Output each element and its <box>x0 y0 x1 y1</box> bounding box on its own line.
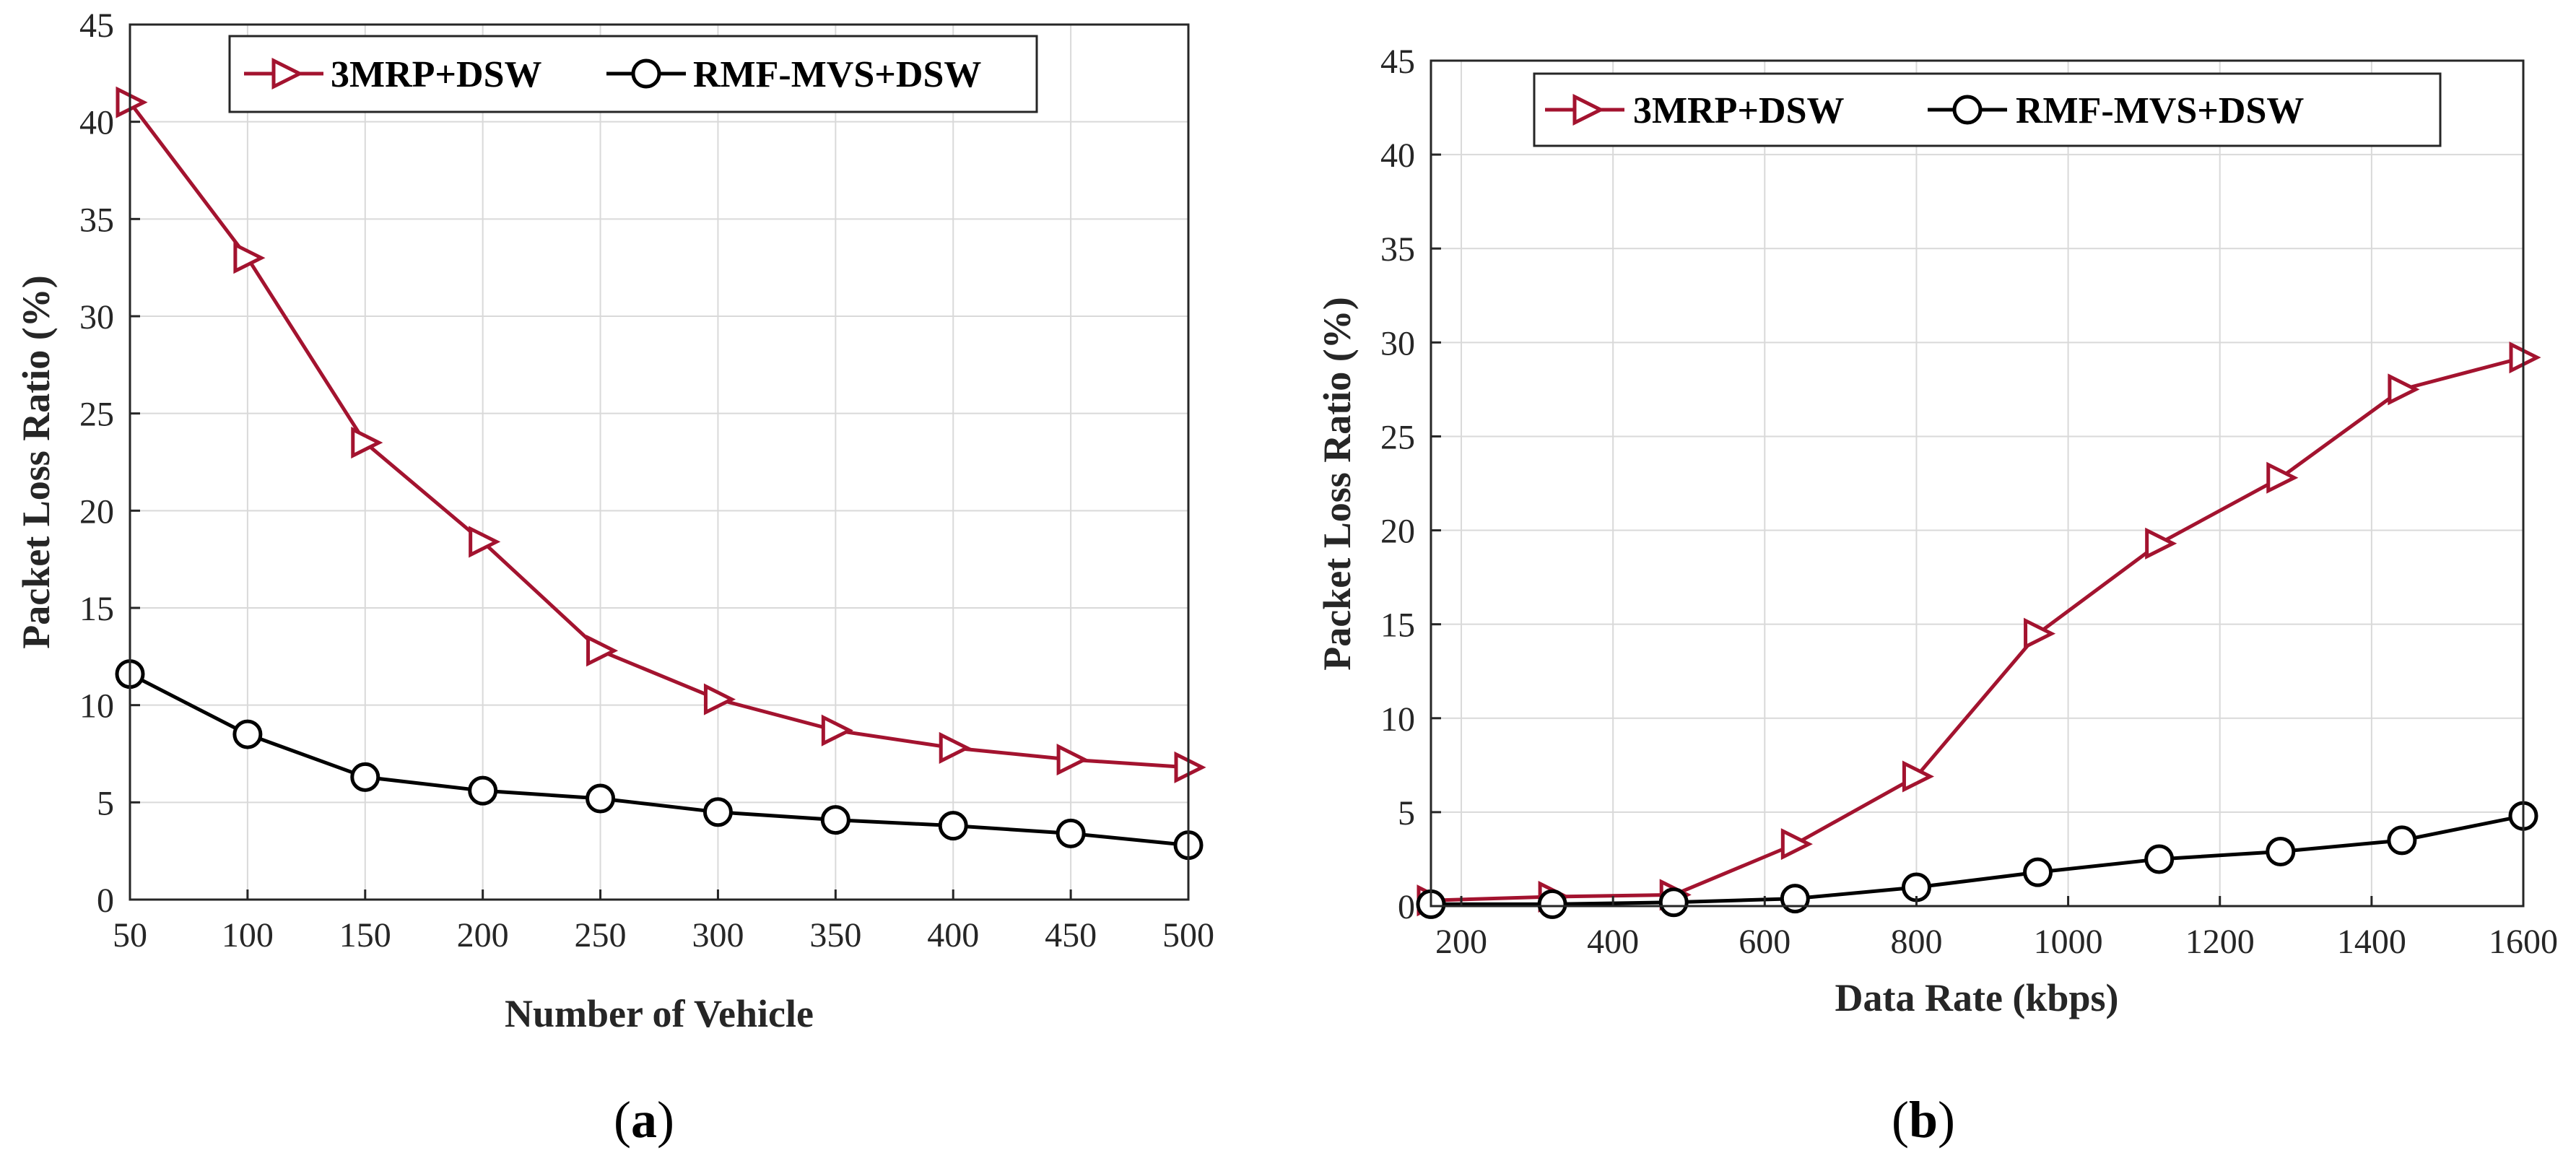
y-tick-label: 0 <box>97 882 114 920</box>
data-point-3mrp <box>2024 617 2056 650</box>
data-point-3mrp <box>1780 828 1813 861</box>
data-point-rmf <box>586 783 616 814</box>
chart-panel-a: 50 100 150 200 250 300 350 400 450 500 0 5 10 15 20 25 3… <box>14 6 1214 1149</box>
x-tick-label: 50 <box>113 916 147 954</box>
tick-labels-b: 200 400 600 800 1000 1200 1400 1600 0 5 10 15 20 25 30… <box>1380 43 2558 961</box>
series-line-3mrp <box>129 101 1189 770</box>
x-tick-label: 200 <box>457 916 509 954</box>
x-tick-label: 600 <box>1739 923 1790 961</box>
y-tick-label: 15 <box>79 590 114 628</box>
data-point-rmf <box>1537 889 1567 919</box>
y-tick-label: 40 <box>79 104 114 142</box>
y-tick-label: 0 <box>1398 888 1415 926</box>
y-tick-label: 30 <box>1380 324 1415 362</box>
chart-panel-b: 200 400 600 800 1000 1200 1400 1600 0 5 10 15 20 25 30… <box>1315 43 2558 1149</box>
data-point-3mrp <box>586 635 619 667</box>
legend-b: 3MRP+DSW RMF-MVS+DSW <box>1533 72 2442 147</box>
y-tick-label: 15 <box>1380 606 1415 645</box>
y-tick-label: 30 <box>79 298 114 336</box>
data-point-3mrp <box>939 731 971 764</box>
legend-label-3mrp-a: 3MRP+DSW <box>331 54 542 95</box>
legend-marker-rmf-b <box>1952 95 1983 125</box>
x-tick-label: 150 <box>339 916 391 954</box>
data-point-rmf <box>2266 837 2296 867</box>
data-point-3mrp <box>233 242 266 274</box>
tick-labels-a: 50 100 150 200 250 300 350 400 450 500 0 5 10 15 20 25 3… <box>79 6 1214 954</box>
y-tick-label: 5 <box>1398 794 1415 832</box>
data-point-rmf <box>1658 887 1689 918</box>
x-tick-label: 350 <box>809 916 861 954</box>
caption-b: (b) <box>1892 1091 1955 1149</box>
y-tick-label: 35 <box>1380 230 1415 269</box>
series-line-3mrp <box>1430 355 2524 902</box>
plot-area-b <box>1431 61 2523 906</box>
x-axis-title-b: Data Rate (kbps) <box>1835 976 2118 1019</box>
data-point-3mrp <box>703 683 736 715</box>
plot-area-a <box>130 25 1188 900</box>
y-tick-label: 25 <box>1380 418 1415 456</box>
x-tick-label: 1200 <box>2185 923 2255 961</box>
y-tick-label: 20 <box>1380 513 1415 551</box>
data-point-3mrp <box>1056 744 1089 776</box>
data-point-3mrp <box>2145 527 2177 560</box>
x-tick-label: 300 <box>692 916 744 954</box>
data-point-3mrp <box>821 714 853 747</box>
x-tick-label: 250 <box>575 916 627 954</box>
y-tick-label: 35 <box>79 201 114 239</box>
legend-a: 3MRP+DSW RMF-MVS+DSW <box>228 35 1038 113</box>
x-tick-label: 1000 <box>2034 923 2103 961</box>
data-point-rmf <box>2144 844 2175 874</box>
data-point-rmf <box>2387 825 2417 856</box>
legend-marker-3mrp-b <box>1572 93 1605 126</box>
x-tick-label: 400 <box>1587 923 1639 961</box>
x-tick-label: 450 <box>1045 916 1097 954</box>
data-point-3mrp <box>2266 461 2299 494</box>
data-point-3mrp <box>351 427 383 459</box>
data-point-rmf <box>938 811 968 841</box>
caption-a: (a) <box>614 1091 674 1149</box>
data-point-rmf <box>2023 857 2053 887</box>
y-tick-label: 10 <box>79 687 114 726</box>
series-markers-b <box>1416 341 2541 919</box>
data-point-3mrp <box>469 526 501 558</box>
data-point-rmf <box>1780 884 1810 914</box>
legend-marker-3mrp-a <box>271 57 304 90</box>
data-point-rmf <box>1056 818 1086 848</box>
series-lines-a <box>129 101 1189 848</box>
y-axis-title-a: Packet Loss Ratio (%) <box>14 275 58 648</box>
data-point-rmf <box>820 805 850 835</box>
y-tick-label: 45 <box>1380 43 1415 81</box>
legend-label-3mrp-b: 3MRP+DSW <box>1633 90 1845 131</box>
x-tick-label: 100 <box>222 916 274 954</box>
y-axis-title-b: Packet Loss Ratio (%) <box>1315 297 1359 670</box>
plot-frame-a <box>129 23 1190 901</box>
series-line-rmf <box>129 672 1189 848</box>
x-tick-label: 500 <box>1162 916 1214 954</box>
data-point-3mrp <box>2388 373 2420 406</box>
data-point-rmf <box>468 775 498 806</box>
x-axis-title-a: Number of Vehicle <box>505 992 814 1035</box>
data-point-3mrp <box>1902 760 1935 793</box>
data-point-rmf <box>702 797 733 827</box>
x-tick-label: 800 <box>1890 923 1942 961</box>
series-markers-a <box>115 86 1206 861</box>
y-tick-label: 5 <box>97 784 114 822</box>
x-tick-label: 1600 <box>2489 923 2558 961</box>
legend-label-rmf-b: RMF-MVS+DSW <box>2016 90 2304 131</box>
data-point-rmf <box>232 719 263 749</box>
y-tick-label: 25 <box>79 396 114 434</box>
x-tick-label: 400 <box>927 916 979 954</box>
data-point-rmf <box>350 762 380 792</box>
x-tick-label: 1400 <box>2337 923 2406 961</box>
legend-label-rmf-a: RMF-MVS+DSW <box>693 54 981 95</box>
plot-frame-b <box>1430 59 2525 908</box>
legend-marker-rmf-a <box>631 58 661 89</box>
x-tick-label: 200 <box>1435 923 1487 961</box>
y-tick-label: 45 <box>79 6 114 45</box>
y-tick-label: 10 <box>1380 700 1415 739</box>
y-tick-label: 20 <box>79 492 114 531</box>
y-tick-label: 40 <box>1380 136 1415 175</box>
